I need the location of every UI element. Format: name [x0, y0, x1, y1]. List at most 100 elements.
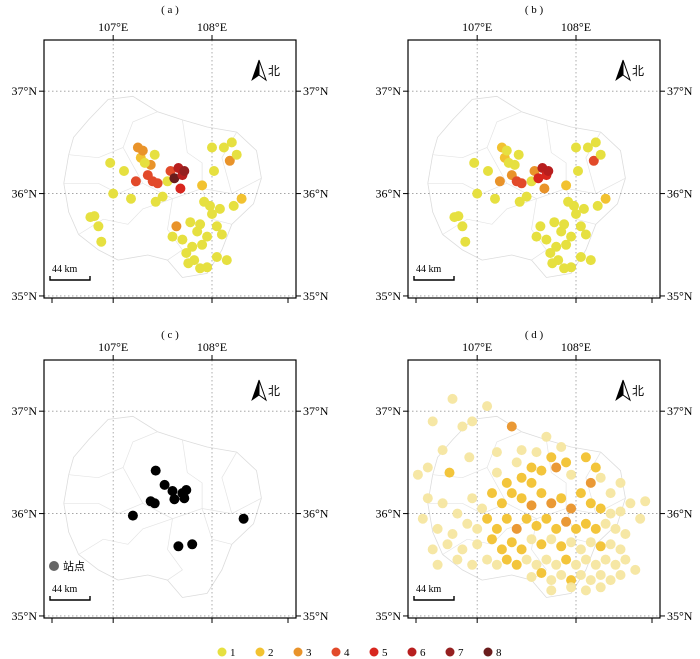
legend-swatch — [255, 647, 265, 657]
station-marker — [238, 513, 249, 524]
station-marker — [464, 452, 475, 463]
station-marker — [546, 452, 557, 463]
tick-label-lat: 37°N — [303, 84, 329, 98]
station-marker — [605, 539, 616, 550]
station-legend-label: 站点 — [63, 559, 85, 573]
station-marker — [575, 252, 586, 262]
station-marker — [467, 559, 478, 570]
tick-label-lat: 36°N — [12, 187, 38, 201]
map-frame — [43, 39, 297, 299]
station-marker — [585, 498, 596, 509]
station-marker — [566, 231, 577, 242]
station-marker — [506, 421, 517, 432]
tick-label-lon: 108°E — [561, 340, 591, 354]
station-marker — [551, 559, 562, 570]
scale-bar — [49, 276, 91, 281]
station-marker — [211, 252, 222, 262]
station-marker — [195, 219, 206, 230]
station-marker — [126, 193, 136, 204]
station-marker — [228, 200, 239, 211]
station-marker — [453, 211, 464, 222]
station-marker — [417, 513, 428, 524]
legend-label: 3 — [306, 647, 312, 659]
station-marker — [539, 183, 550, 194]
tick-label-lat: 36°N — [303, 187, 329, 201]
station-marker — [477, 503, 488, 514]
legend-swatch — [293, 647, 303, 657]
tick-label-lat: 35°N — [303, 289, 329, 303]
station-marker — [452, 508, 463, 519]
station-marker — [573, 166, 583, 176]
county-boundary — [78, 518, 173, 555]
map-frame — [407, 39, 661, 299]
station-marker — [536, 568, 547, 578]
north-arrow-icon — [622, 59, 631, 82]
station-marker — [224, 155, 235, 166]
station-marker — [167, 231, 178, 242]
tick-label-lat: 37°N — [667, 84, 693, 98]
tick-label-lat: 35°N — [667, 289, 693, 303]
scale-bar — [49, 596, 91, 601]
panel-label: ( b ) — [525, 4, 544, 16]
county-boundary — [201, 508, 232, 545]
station-marker — [595, 149, 606, 160]
station-marker — [494, 176, 505, 187]
tick-label-lat: 36°N — [303, 507, 329, 521]
station-marker — [130, 176, 141, 187]
station-marker — [600, 193, 611, 204]
county-boundary — [122, 467, 262, 520]
station-marker — [516, 493, 527, 504]
map-panel-d: ( d ) 107°E 108°E 37°N 36°N 35°N 37°N 36°N 35°N 北… — [376, 329, 693, 623]
station-marker — [575, 570, 586, 580]
station-marker — [595, 472, 606, 483]
station-marker — [595, 582, 606, 593]
north-label: 北 — [632, 64, 644, 78]
station-marker — [551, 241, 562, 252]
station-marker — [169, 173, 180, 184]
station-marker — [496, 498, 507, 509]
station-marker — [571, 142, 581, 153]
tick-label-lat: 37°N — [303, 404, 329, 418]
station-marker — [139, 157, 150, 168]
station-marker — [516, 178, 527, 189]
county-boundary — [182, 439, 203, 509]
station-marker — [447, 529, 458, 539]
station-marker — [585, 477, 596, 488]
station-marker — [546, 585, 557, 596]
station-marker — [462, 518, 473, 529]
legend-label: 6 — [420, 647, 426, 659]
tick-label-lat: 35°N — [376, 609, 402, 623]
station-marker — [157, 191, 168, 202]
station-marker — [561, 554, 572, 565]
station-marker — [150, 196, 161, 207]
station-marker — [610, 523, 621, 534]
station-marker — [511, 523, 522, 534]
station-marker — [437, 498, 448, 509]
station-marker — [580, 518, 591, 529]
station-marker — [590, 523, 601, 534]
north-label: 北 — [268, 64, 280, 78]
station-marker — [149, 498, 160, 509]
station-marker — [501, 554, 512, 565]
station-marker — [496, 544, 507, 555]
station-marker — [580, 554, 591, 565]
station-marker — [487, 488, 497, 499]
station-marker — [559, 219, 570, 230]
station-marker — [119, 166, 129, 176]
station-marker — [516, 544, 527, 555]
station-marker — [205, 200, 215, 211]
scale-bar — [413, 276, 455, 281]
map-panel-c: ( c ) 107°E 108°E 37°N 36°N 35°N 37°N 36°N 35°N 北… — [12, 329, 329, 623]
station-marker — [578, 203, 589, 214]
station-legend-marker — [49, 561, 59, 571]
station-marker — [221, 255, 232, 266]
station-marker — [179, 493, 190, 504]
station-marker — [600, 518, 611, 529]
station-marker — [467, 493, 478, 504]
station-marker — [457, 544, 468, 555]
station-marker — [422, 462, 433, 473]
station-marker — [127, 510, 138, 521]
station-marker — [536, 465, 547, 476]
station-marker — [209, 166, 219, 176]
